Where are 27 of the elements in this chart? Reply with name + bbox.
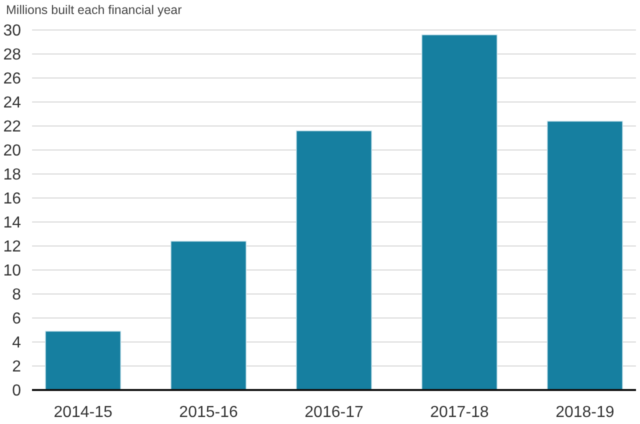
bar bbox=[546, 120, 623, 390]
bar bbox=[296, 130, 372, 390]
y-tick-label: 22 bbox=[3, 118, 22, 136]
x-tick-label: 2014-15 bbox=[54, 404, 113, 421]
y-tick-label: 12 bbox=[3, 238, 22, 256]
y-tick-label: 16 bbox=[3, 190, 22, 208]
y-tick-label: 18 bbox=[3, 166, 22, 184]
y-tick-label: 30 bbox=[3, 22, 22, 40]
y-tick-label: 26 bbox=[3, 70, 22, 88]
bar bbox=[170, 240, 247, 390]
y-tick-label: 8 bbox=[12, 286, 22, 304]
y-tick-label: 2 bbox=[12, 358, 22, 376]
x-tick-label: 2016-17 bbox=[304, 404, 364, 421]
y-tick-label: 20 bbox=[3, 142, 22, 160]
x-tick-label: 2018-19 bbox=[556, 404, 614, 421]
x-tick-label: 2017-18 bbox=[430, 404, 489, 421]
y-tick-label: 10 bbox=[3, 262, 22, 280]
y-tick-label: 6 bbox=[12, 310, 22, 328]
y-tick-label: 0 bbox=[12, 382, 22, 400]
y-tick-label: 4 bbox=[12, 334, 22, 352]
y-tick-label: 24 bbox=[3, 94, 22, 112]
x-tick-label: 2015-16 bbox=[179, 404, 238, 421]
y-tick-label: 14 bbox=[3, 214, 22, 232]
y-axis-title: Millions built each financial year bbox=[6, 3, 182, 17]
bar bbox=[45, 330, 122, 390]
bar bbox=[421, 34, 498, 390]
y-tick-label: 28 bbox=[3, 46, 22, 64]
